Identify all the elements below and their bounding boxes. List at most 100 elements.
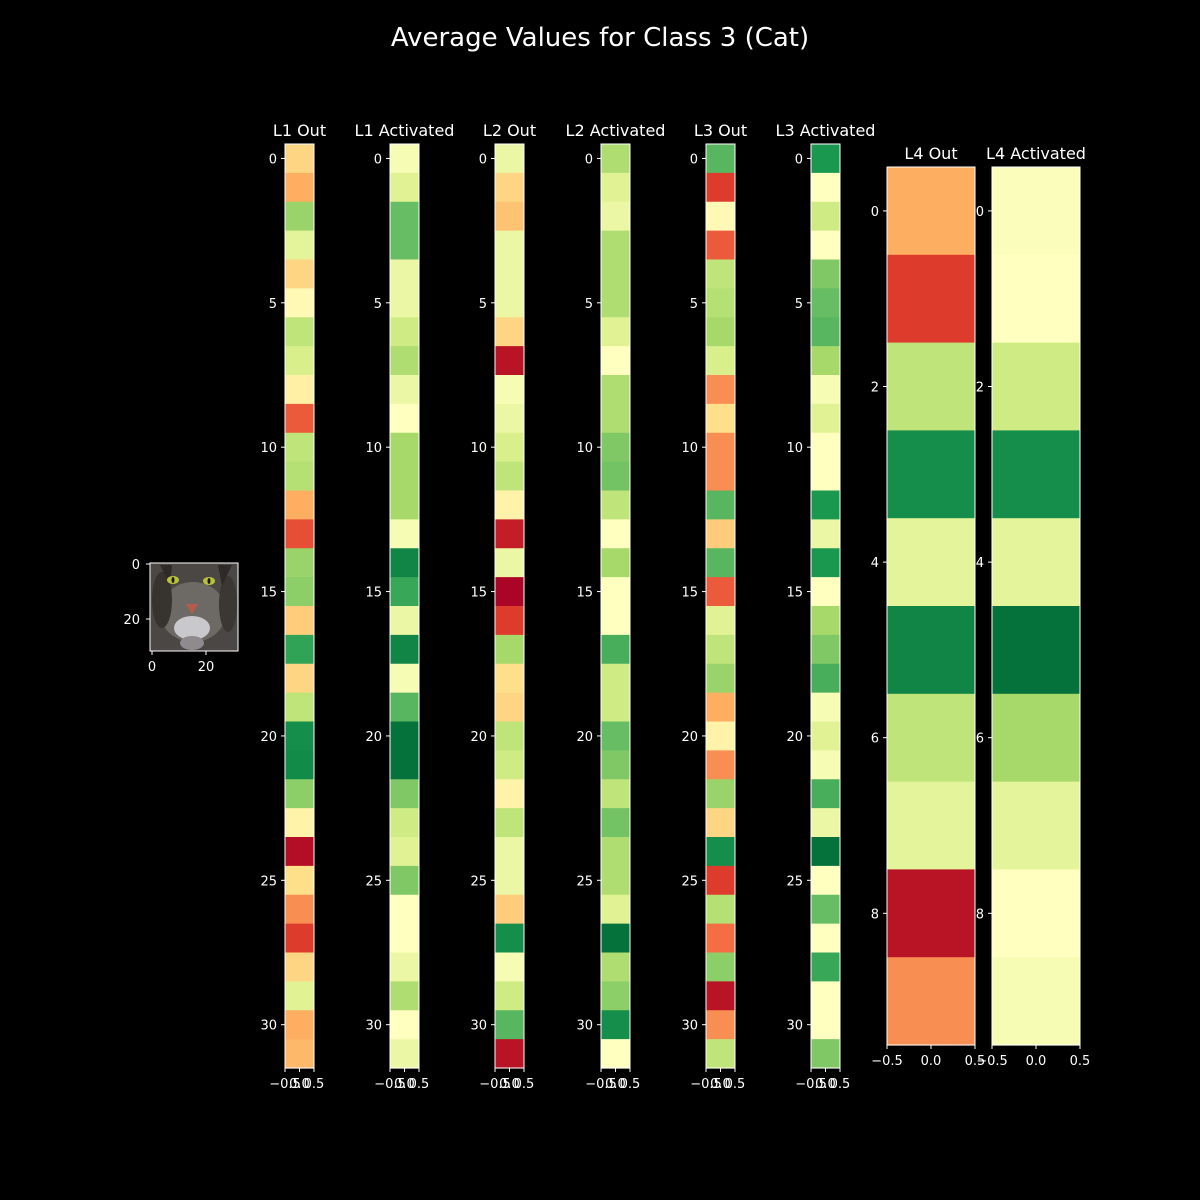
- l1-activated-cell-10: [390, 432, 419, 463]
- l4-activated-xtick-label-0: −0.5: [976, 1054, 1008, 1069]
- l1-out-cell-5: [285, 288, 314, 318]
- l4-out-cell-4: [887, 518, 975, 607]
- l3-out-cell-20: [706, 721, 735, 751]
- l3-activated-xtick-label-1: 0.0: [815, 1077, 836, 1092]
- l2-out-cell-25: [495, 865, 524, 896]
- cat-muzzle: [174, 616, 210, 640]
- l3-out-cell-12: [706, 490, 735, 520]
- l3-out-cell-27: [706, 923, 735, 954]
- l1-activated-cell-2: [390, 201, 419, 232]
- l3-activated-cell-19: [811, 692, 840, 723]
- l1-activated-cell-3: [390, 230, 419, 261]
- l3-activated-cell-24: [811, 837, 840, 867]
- l2-out-cell-21: [495, 750, 524, 780]
- l4-out-title: L4 Out: [904, 144, 957, 163]
- l4-out-cell-3: [887, 430, 975, 519]
- l2-out-cell-23: [495, 808, 524, 838]
- l3-out-cell-31: [706, 1039, 735, 1069]
- l3-out-cell-24: [706, 837, 735, 867]
- l2-activated-cell-17: [601, 634, 630, 665]
- l2-activated-cell-2: [601, 201, 630, 232]
- l2-activated-cell-23: [601, 808, 630, 838]
- l1-activated-cell-8: [390, 375, 419, 405]
- l2-out-cell-30: [495, 1010, 524, 1040]
- l1-activated-ytick-label-20: 20: [365, 730, 382, 745]
- l2-out-cell-29: [495, 981, 524, 1011]
- l4-activated-cell-9: [992, 957, 1080, 1046]
- l3-out-cell-17: [706, 634, 735, 665]
- l1-out-cell-7: [285, 346, 314, 376]
- l2-out-cell-5: [495, 288, 524, 318]
- l4-activated-ytick-label-8: 8: [976, 907, 984, 922]
- l2-activated-xtick-label-2: 0.5: [620, 1077, 641, 1092]
- l1-activated-cell-25: [390, 865, 419, 896]
- l3-activated-cell-20: [811, 721, 840, 751]
- l2-out-cell-22: [495, 779, 524, 809]
- l4-activated-xtick-label-1: 0.0: [1026, 1054, 1047, 1069]
- l3-activated-cell-8: [811, 375, 840, 405]
- l1-out-cell-14: [285, 548, 314, 578]
- l4-activated-cell-5: [992, 606, 1080, 695]
- l4-activated-cell-3: [992, 430, 1080, 519]
- l1-activated-xtick-label-1: 0.0: [394, 1077, 415, 1092]
- l2-out-cell-16: [495, 606, 524, 636]
- l2-activated-cell-11: [601, 461, 630, 492]
- l4-out-ytick-label-4: 4: [871, 556, 879, 571]
- l3-out-title: L3 Out: [694, 121, 747, 140]
- l1-activated-cell-23: [390, 808, 419, 838]
- l2-activated-ytick-label-15: 15: [576, 586, 593, 601]
- l3-activated-cell-11: [811, 461, 840, 492]
- l1-out-xtick-label-0: −0.5: [269, 1077, 301, 1092]
- l3-out-cell-25: [706, 865, 735, 896]
- l1-out-cell-18: [285, 663, 314, 694]
- l1-out-cell-20: [285, 721, 314, 751]
- l1-out-cell-26: [285, 894, 314, 925]
- cat-pupil-right: [207, 578, 211, 584]
- l1-activated-cell-9: [390, 403, 419, 434]
- l1-activated-cell-0: [390, 144, 419, 174]
- l3-out-cell-29: [706, 981, 735, 1011]
- l2-activated-cell-9: [601, 403, 630, 434]
- l3-out-cell-1: [706, 172, 735, 203]
- l1-out-ytick-label-10: 10: [260, 441, 277, 456]
- l2-activated-cell-20: [601, 721, 630, 751]
- l2-out-cell-27: [495, 923, 524, 954]
- l3-out-cell-6: [706, 317, 735, 347]
- l1-activated-cell-11: [390, 461, 419, 492]
- cat-nose-icon: [186, 604, 198, 614]
- l2-out-cell-28: [495, 952, 524, 982]
- l1-activated-cell-5: [390, 288, 419, 318]
- l1-out-xtick-label-1: 0.0: [289, 1077, 310, 1092]
- l4-activated-ytick-label-2: 2: [976, 381, 984, 396]
- l3-activated-cell-13: [811, 519, 840, 549]
- l1-out-xtick-label-2: 0.5: [304, 1077, 325, 1092]
- l3-activated-cell-14: [811, 548, 840, 578]
- l2-out-cell-9: [495, 403, 524, 434]
- l2-out-cell-19: [495, 692, 524, 723]
- l1-out-title: L1 Out: [273, 121, 326, 140]
- l3-activated-cell-1: [811, 172, 840, 203]
- l1-out-cell-28: [285, 952, 314, 982]
- l3-activated-cell-28: [811, 952, 840, 982]
- l3-out-cell-11: [706, 461, 735, 492]
- cat-thumbnail-frame: [149, 562, 239, 652]
- l4-out-cell-8: [887, 869, 975, 958]
- l4-out-cell-7: [887, 781, 975, 870]
- l1-out-cell-15: [285, 577, 314, 607]
- l3-out-ytick-label-10: 10: [681, 441, 698, 456]
- l1-activated-cell-26: [390, 894, 419, 925]
- l2-activated-cell-10: [601, 432, 630, 463]
- l3-out-cell-13: [706, 519, 735, 549]
- l2-out-cell-0: [495, 144, 524, 174]
- l3-activated-cell-27: [811, 923, 840, 954]
- l2-out-ytick-label-0: 0: [479, 152, 487, 167]
- thumb-ytick-label-0: 0: [132, 558, 140, 573]
- l1-activated-ytick-label-15: 15: [365, 586, 382, 601]
- l2-activated-cell-24: [601, 837, 630, 867]
- l3-activated-cell-25: [811, 865, 840, 896]
- heatmap-l1-activated: L1 Activated 0 5 10 15 20 25 30 −0.50.00.5: [355, 121, 455, 1092]
- l3-activated-cell-7: [811, 346, 840, 376]
- l3-out-cell-15: [706, 577, 735, 607]
- l3-activated-title: L3 Activated: [776, 121, 876, 140]
- l3-out-cell-28: [706, 952, 735, 982]
